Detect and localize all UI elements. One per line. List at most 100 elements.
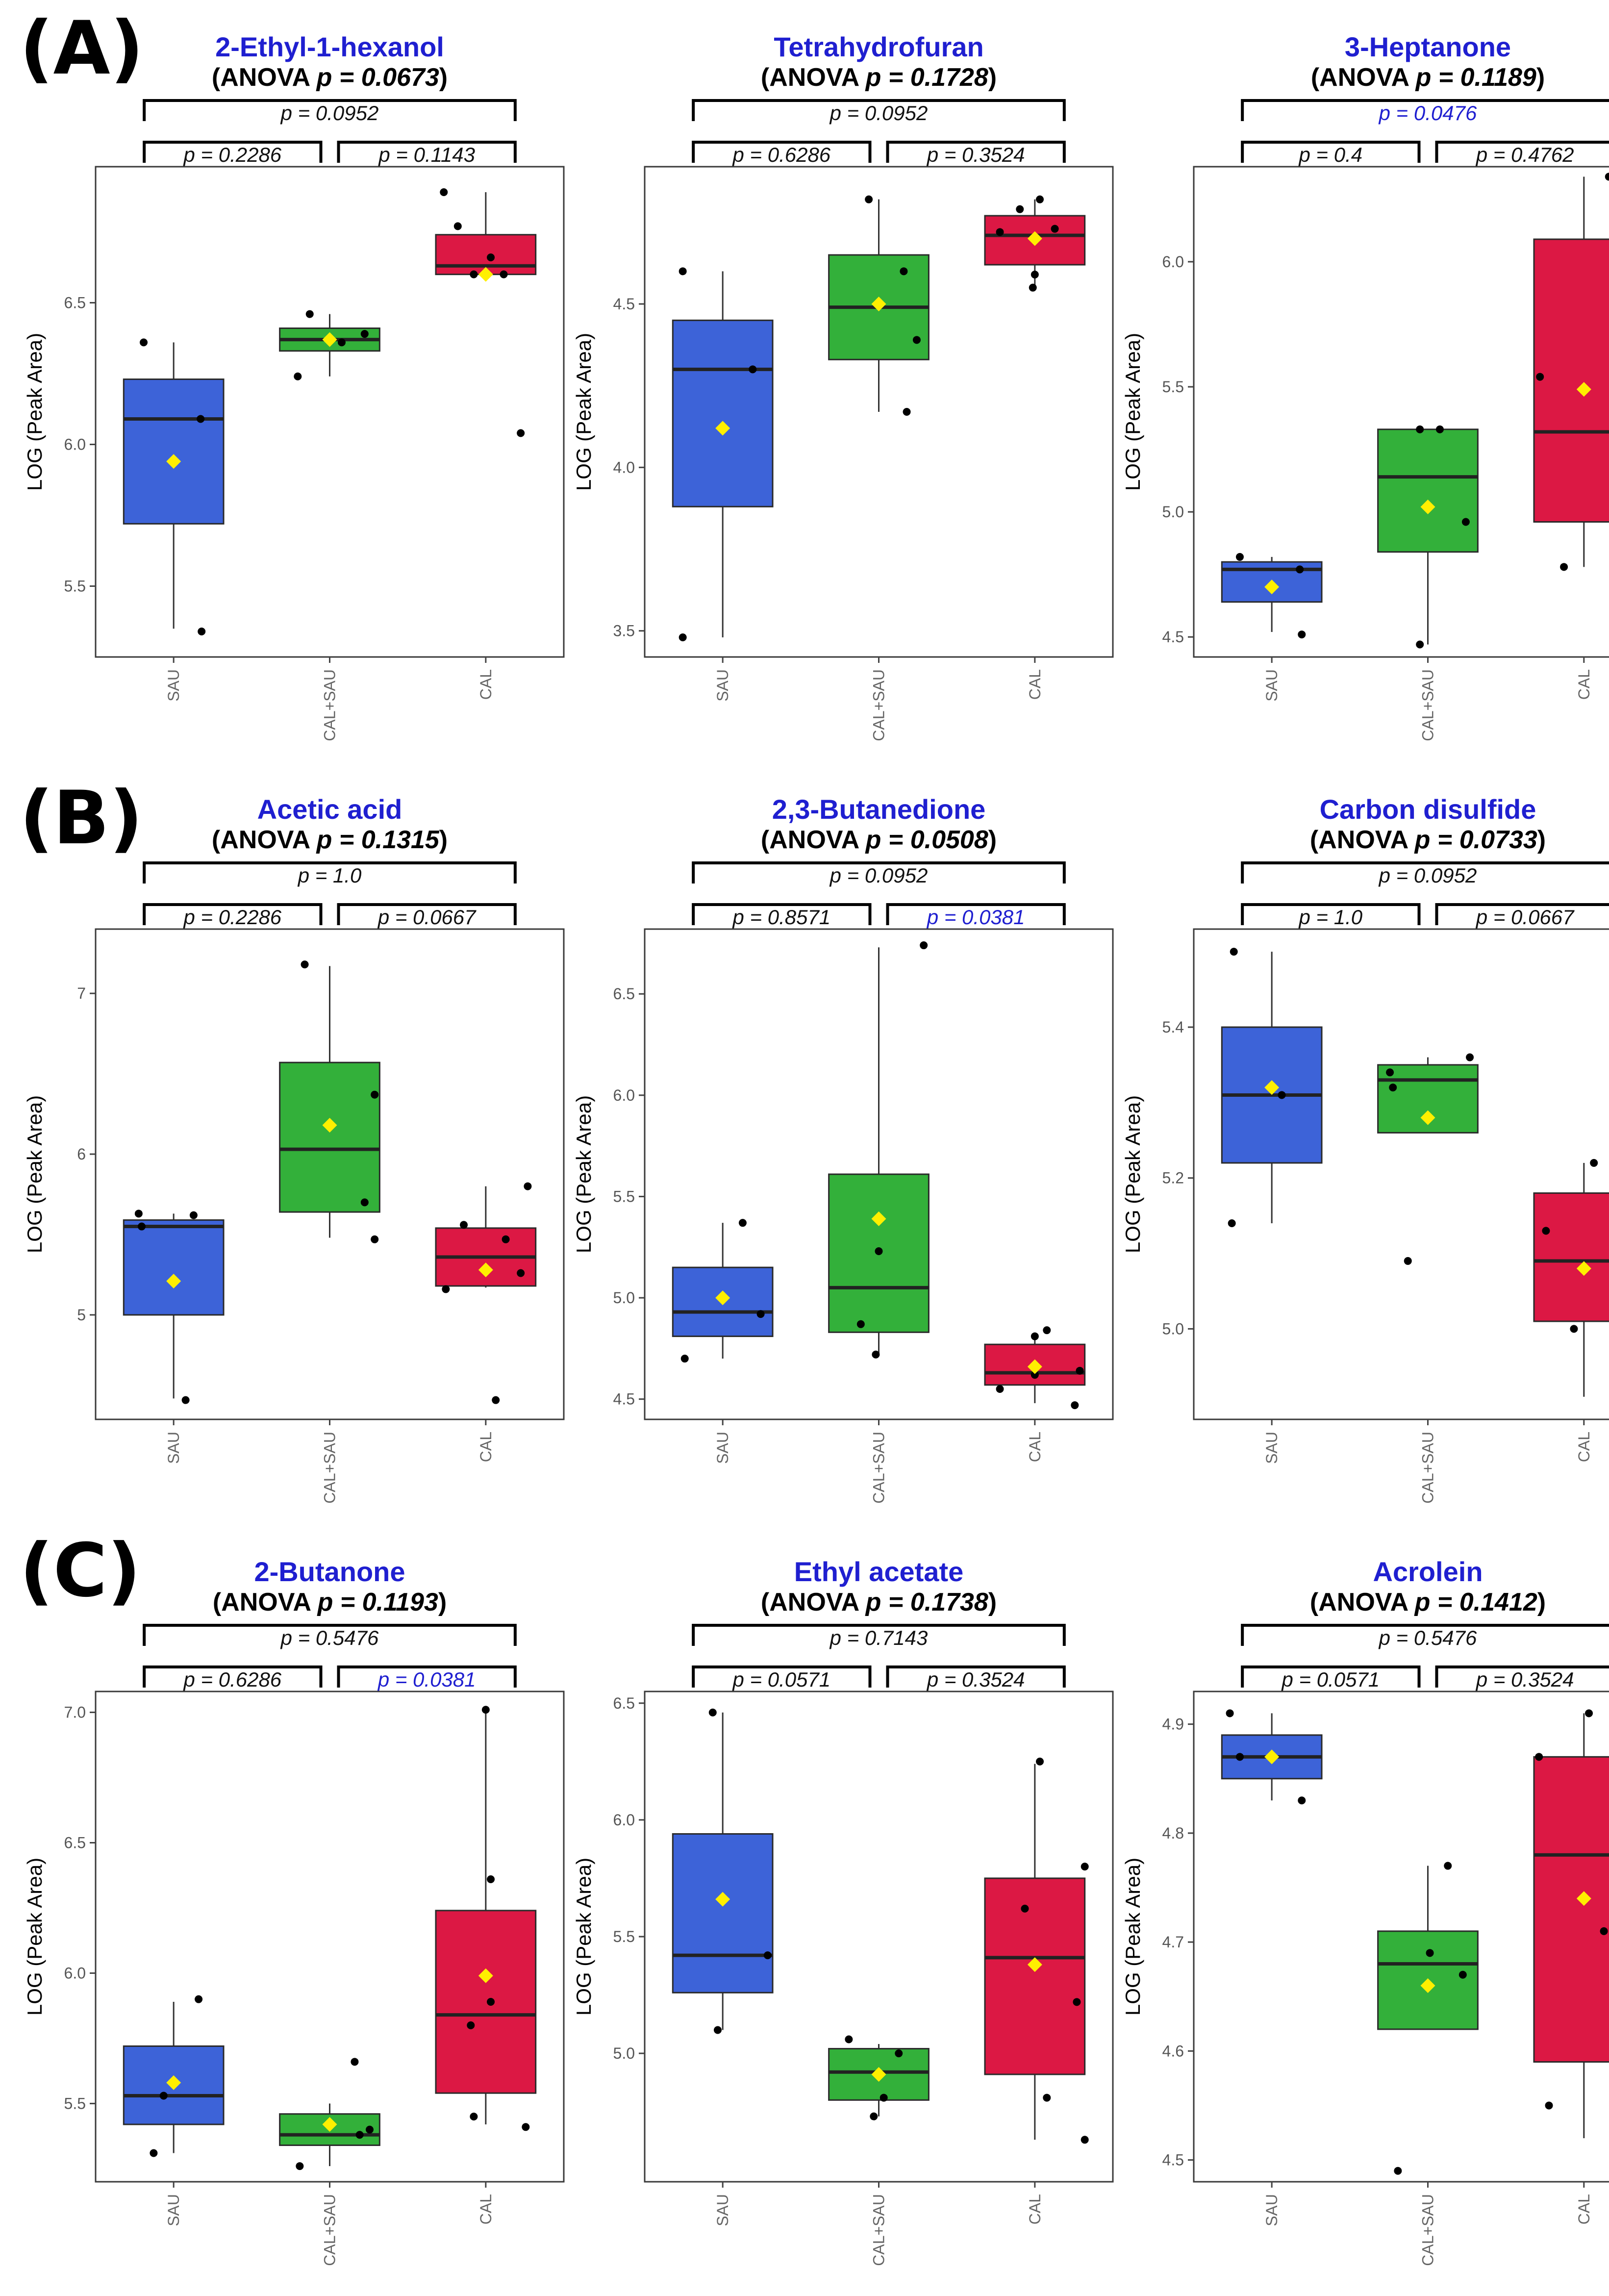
sau-vs-calsau-comparison-bracket [143,141,323,163]
data-point [522,2123,530,2131]
y-tick-label: 4.5 [613,1390,635,1408]
sau-vs-calsau-comparison-bracket [143,1665,323,1688]
overall-comparison-p-value: p = 0.0952 [829,101,928,125]
data-point [1226,1709,1234,1717]
data-point [181,1396,190,1404]
data-point [1545,2101,1553,2110]
mean-marker [1027,1957,1042,1972]
data-point [708,1708,717,1716]
mean-marker [1264,1749,1280,1765]
overall-comparison-bracket [692,1624,1066,1646]
anova-prefix: (ANOVA [761,826,866,854]
data-point [481,1706,490,1714]
data-point [856,1320,865,1328]
data-point [865,195,873,203]
mean-marker [715,421,730,436]
anova-label: (ANOVA p = 0.1738) [761,1588,997,1616]
x-tick-label: CAL+SAU [321,1432,339,1504]
sau-vs-calsau-comparison-p-value: p = 1.0 [1298,906,1363,929]
mean-marker [478,1262,493,1278]
mean-marker [1576,1261,1591,1276]
data-point [305,310,314,318]
data-point [1435,425,1444,433]
data-point [296,2162,304,2170]
overall-comparison-bracket [692,861,1066,883]
data-point [159,2092,168,2100]
calsau-vs-cal-comparison-p-value: p = 0.0667 [377,906,477,929]
data-point [517,429,525,437]
y-tick-label: 5.2 [1162,1169,1184,1187]
anova-suffix: ) [1536,63,1545,92]
calsau-vs-cal-comparison-p-value: p = 0.4762 [1475,143,1574,166]
anova-p-value: p = 0.0673 [316,63,439,92]
overall-comparison-p-value: p = 0.0952 [829,864,928,887]
data-point [1416,425,1424,433]
calsau-vs-cal-comparison-p-value: p = 0.3524 [926,143,1025,166]
data-point [442,1285,450,1293]
data-point [301,960,309,969]
anova-prefix: (ANOVA [212,826,317,854]
y-axis-label: LOG (Peak Area) [572,333,595,491]
x-tick-label: CAL [1575,1432,1593,1462]
data-point [1570,1325,1578,1333]
data-point [1031,271,1039,278]
y-tick-label: 4.5 [1162,628,1184,646]
charts: 2-Ethyl-1-hexanol(ANOVA p = 0.0673)p = 0… [23,31,1609,2266]
calsau-vs-cal-comparison-p-value: p = 0.0381 [377,1668,476,1691]
data-point [355,2131,364,2139]
data-point [470,2113,478,2121]
chart-title: 2,3-Butanedione [772,794,986,825]
data-point [870,2112,878,2120]
y-tick-label: 5.5 [64,577,86,595]
y-tick-label: 6.0 [1162,253,1184,271]
data-point [517,1269,525,1277]
mean-marker [1576,1891,1591,1906]
x-tick-label: SAU [165,669,182,702]
data-point [845,2035,853,2044]
data-point [360,1198,369,1207]
anova-suffix: ) [988,1588,997,1616]
panel-labels: (A) (B) (C) [20,6,144,1614]
chart-title: 2-Ethyl-1-hexanol [215,31,444,62]
anova-label: (ANOVA p = 0.0673) [212,63,448,92]
y-axis-label: LOG (Peak Area) [23,333,46,491]
chart: 2-Butanone(ANOVA p = 0.1193) p = 0.5476 p … [23,1556,565,2266]
chart-title: Acrolein [1373,1556,1483,1587]
x-tick-label: CAL+SAU [870,1432,888,1504]
mean-marker [871,1211,886,1226]
x-tick-label: CAL+SAU [870,2194,888,2266]
x-tick-label: CAL [1575,2194,1593,2224]
data-point [440,188,448,197]
y-tick-label: 6.5 [613,1694,635,1712]
mean-marker [166,2075,181,2090]
data-point [1235,1753,1244,1761]
data-point [1228,1219,1236,1227]
mean-marker [871,2067,886,2082]
anova-prefix: (ANOVA [213,1588,318,1616]
y-tick-label: 5.5 [64,2094,86,2112]
overall-comparison-bracket [692,99,1066,121]
anova-label: (ANOVA p = 0.0508) [761,826,997,854]
box [984,1877,1086,2075]
data-point [1458,1970,1467,1979]
panel-label: (B) [20,776,143,861]
anova-label: (ANOVA p = 0.1193) [213,1588,447,1616]
y-tick-label: 6.0 [613,1086,635,1104]
anova-p-value: p = 0.1189 [1415,63,1536,92]
data-point [1278,1091,1286,1099]
y-tick-label: 5 [77,1306,86,1324]
data-point [365,2125,374,2134]
box [1533,1192,1609,1322]
chart-title: Tetrahydrofuran [774,31,983,62]
sau-vs-calsau-comparison-p-value: p = 0.6286 [731,143,830,166]
anova-label: (ANOVA p = 0.1728) [761,63,997,92]
y-tick-label: 7 [77,984,86,1002]
data-point [487,1875,495,1883]
data-point [749,365,757,374]
y-tick-label: 4.9 [1162,1716,1184,1733]
data-point [996,228,1004,236]
y-tick-label: 6.5 [64,1834,86,1852]
y-tick-label: 4.6 [1162,2042,1184,2060]
sau-vs-calsau-comparison-p-value: p = 0.2286 [182,143,281,166]
overall-comparison-bracket [143,99,517,121]
